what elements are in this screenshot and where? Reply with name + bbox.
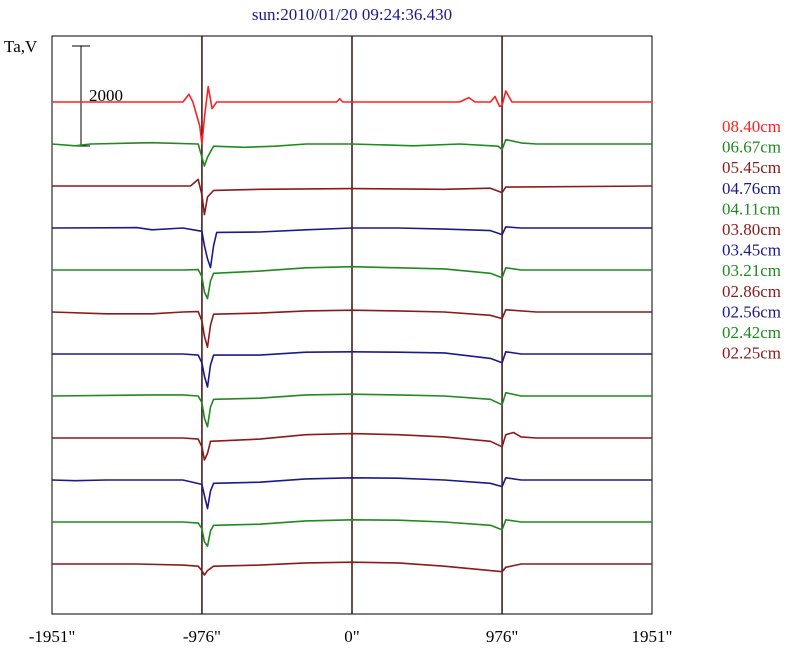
legend-item-02.56cm: 02.56cm xyxy=(722,302,781,321)
series-line-04.76cm xyxy=(51,226,652,269)
series-line-03.80cm xyxy=(51,308,652,349)
x-tick-label-0: -1951" xyxy=(29,627,76,646)
series-line-02.25cm xyxy=(52,561,652,576)
legend-item-02.86cm: 02.86cm xyxy=(722,282,781,301)
legend-item-04.76cm: 04.76cm xyxy=(722,179,781,198)
legend-item-08.40cm: 08.40cm xyxy=(722,117,781,136)
legend-item-04.11cm: 04.11cm xyxy=(722,199,780,218)
legend-item-06.67cm: 06.67cm xyxy=(722,138,781,157)
legend-item-03.45cm: 03.45cm xyxy=(722,241,781,260)
series-line-03.45cm xyxy=(52,350,652,388)
scale-bar-label: 2000 xyxy=(89,86,123,105)
legend-item-05.45cm: 05.45cm xyxy=(722,158,781,177)
legend-item-02.42cm: 02.42cm xyxy=(722,323,781,342)
x-tick-label-1: -976" xyxy=(183,627,221,646)
series-line-03.21cm xyxy=(51,391,652,428)
series-line-06.67cm xyxy=(51,138,652,167)
series-line-02.42cm xyxy=(52,518,652,548)
legend-item-02.25cm: 02.25cm xyxy=(722,344,781,363)
series-line-04.11cm xyxy=(52,265,652,300)
intensity-scale-bar: 2000 xyxy=(72,45,123,147)
series-line-02.86cm xyxy=(52,431,652,461)
y-axis-label: Ta,V xyxy=(4,37,38,56)
series-line-08.40cm xyxy=(52,85,652,145)
chart-title: sun:2010/01/20 09:24:36.430 xyxy=(252,5,452,24)
series-line-02.56cm xyxy=(51,476,652,510)
series-line-05.45cm xyxy=(52,178,653,216)
vertical-marker-lines xyxy=(201,36,503,614)
legend-item-03.21cm: 03.21cm xyxy=(722,261,781,280)
x-tick-label-2: 0" xyxy=(344,627,359,646)
legend-item-03.80cm: 03.80cm xyxy=(722,220,781,239)
x-tick-label-3: 976" xyxy=(486,627,518,646)
x-tick-label-4: 1951" xyxy=(632,627,673,646)
x-tick-labels: -1951" -976" 0" 976" 1951" xyxy=(29,627,673,646)
series-lines xyxy=(51,85,653,576)
